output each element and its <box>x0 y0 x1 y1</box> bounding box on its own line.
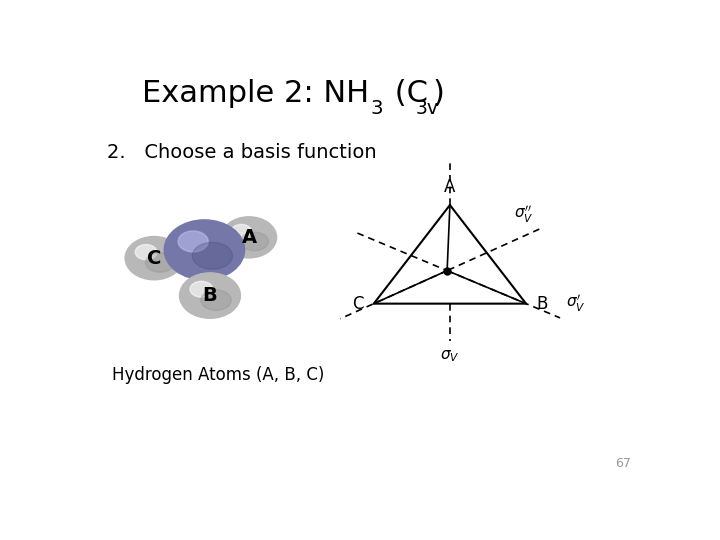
Text: B: B <box>536 295 547 313</box>
Text: C: C <box>147 248 161 268</box>
Ellipse shape <box>164 220 245 280</box>
Text: A: A <box>241 228 256 247</box>
Text: 3v: 3v <box>416 99 439 118</box>
Ellipse shape <box>222 217 276 258</box>
Ellipse shape <box>125 237 183 280</box>
Ellipse shape <box>145 253 174 272</box>
Text: B: B <box>202 286 217 305</box>
Ellipse shape <box>135 245 157 260</box>
Ellipse shape <box>190 281 213 297</box>
Text: $\sigma_V''$: $\sigma_V''$ <box>514 204 534 225</box>
Ellipse shape <box>201 290 231 310</box>
Ellipse shape <box>178 231 208 252</box>
Text: (C: (C <box>384 79 428 108</box>
Ellipse shape <box>231 225 252 239</box>
Text: 67: 67 <box>616 457 631 470</box>
Ellipse shape <box>179 273 240 318</box>
Ellipse shape <box>240 232 269 251</box>
Text: 2.   Choose a basis function: 2. Choose a basis function <box>107 143 377 161</box>
Text: 3: 3 <box>370 99 383 118</box>
Text: $\sigma_V$: $\sigma_V$ <box>440 348 459 364</box>
Text: Hydrogen Atoms (A, B, C): Hydrogen Atoms (A, B, C) <box>112 366 325 383</box>
Text: C: C <box>352 295 364 313</box>
Text: ): ) <box>433 79 444 108</box>
Text: A: A <box>444 178 456 196</box>
Text: $\sigma_V'$: $\sigma_V'$ <box>566 293 585 314</box>
Text: Example 2: NH: Example 2: NH <box>142 79 369 108</box>
Ellipse shape <box>192 242 233 269</box>
